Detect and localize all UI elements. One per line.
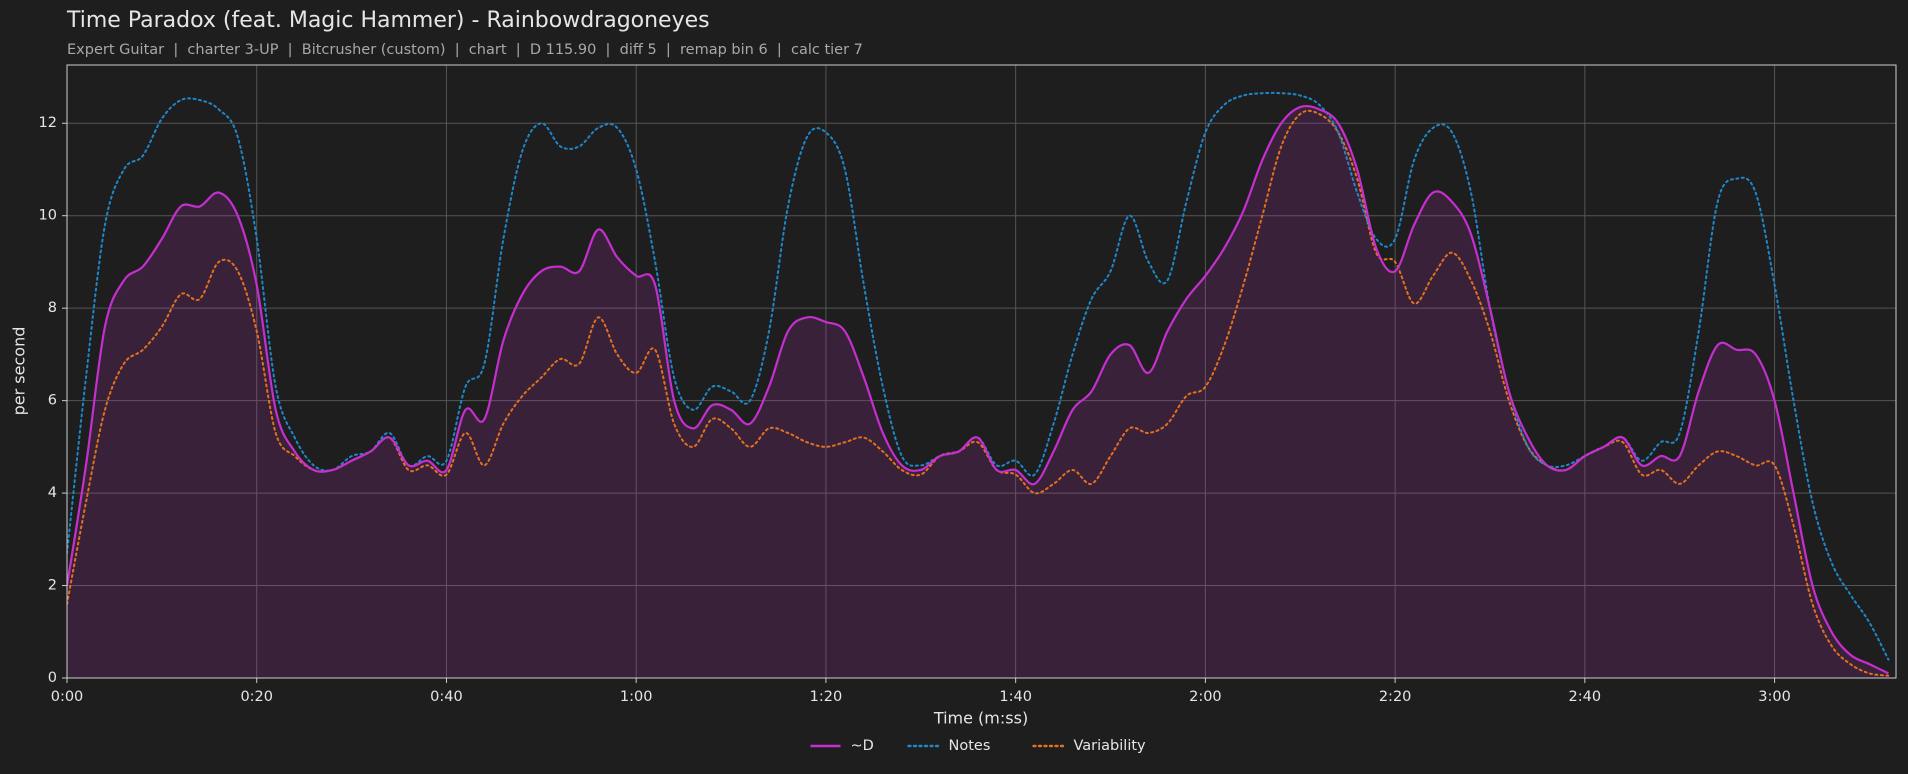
x-tick-label: 3:00 — [1758, 689, 1791, 705]
x-tick-label: 0:00 — [51, 689, 84, 705]
y-tick-label: 8 — [48, 300, 57, 316]
y-tick-label: 2 — [48, 578, 57, 594]
y-tick-label: 12 — [39, 115, 57, 131]
x-tick-label: 0:20 — [240, 689, 273, 705]
x-tick-label: 1:00 — [620, 689, 653, 705]
x-tick-label: 1:40 — [999, 689, 1032, 705]
legend-label: Variability — [1074, 738, 1147, 754]
y-tick-label: 6 — [48, 393, 57, 409]
legend-label: Notes — [949, 738, 991, 754]
legend-label: ~D — [851, 738, 874, 754]
chart-subtitle: Expert Guitar | charter 3-UP | Bitcrushe… — [67, 42, 863, 58]
x-tick-label: 2:40 — [1569, 689, 1602, 705]
x-axis-label: Time (m:ss) — [933, 709, 1028, 728]
plot-frame — [66, 64, 1897, 679]
y-tick-label: 10 — [39, 208, 57, 224]
series-area — [67, 106, 1889, 678]
chart-title: Time Paradox (feat. Magic Hammer) - Rain… — [66, 8, 710, 33]
x-tick-label: 2:20 — [1379, 689, 1412, 705]
y-tick-label: 0 — [48, 670, 57, 686]
x-tick-label: 2:00 — [1189, 689, 1222, 705]
y-tick-label: 4 — [48, 485, 57, 501]
x-tick-label: 1:20 — [810, 689, 843, 705]
y-axis-label: per second — [10, 327, 29, 416]
x-tick-label: 0:40 — [430, 689, 463, 705]
series-line — [67, 104, 1889, 675]
